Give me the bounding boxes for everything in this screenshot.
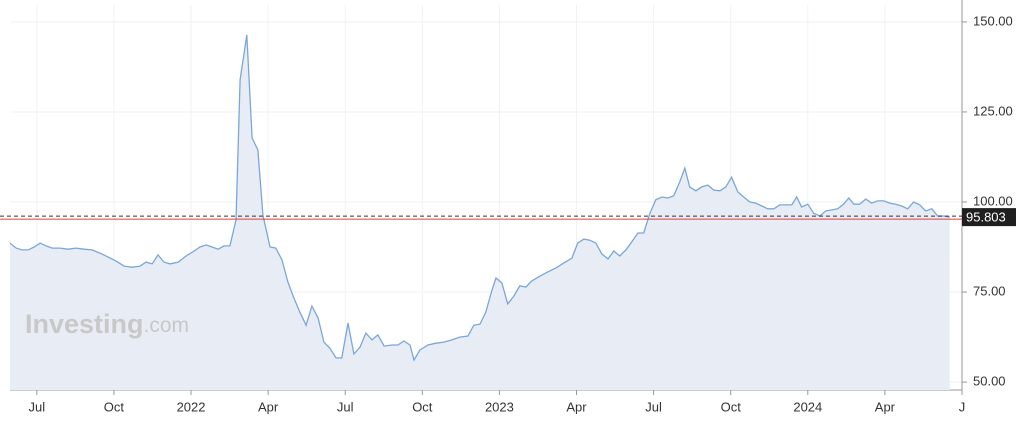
watermark: Investing.com: [25, 309, 189, 339]
y-tick-label: 125.00: [973, 103, 1013, 118]
x-tick-label: Apr: [566, 399, 587, 414]
y-tick-label: 75.00: [973, 283, 1006, 298]
x-tick-label: 2022: [177, 399, 206, 414]
last-price-label: 95.803: [966, 210, 1006, 225]
x-tick-label: Oct: [104, 399, 125, 414]
x-tick-label: Apr: [258, 399, 279, 414]
x-tick-label: Jul: [337, 399, 354, 414]
y-tick-label: 100.00: [973, 193, 1013, 208]
x-tick-label: 2023: [485, 399, 514, 414]
y-tick-label: 150.00: [973, 13, 1013, 28]
x-tick-label: Oct: [412, 399, 433, 414]
x-tick-label: Jul: [29, 399, 46, 414]
x-tick-label: J: [959, 399, 966, 414]
x-tick-label: Apr: [875, 399, 896, 414]
price-line: [9, 34, 950, 362]
y-tick-label: 50.00: [973, 374, 1006, 389]
watermark-suffix: .com: [144, 314, 190, 337]
watermark-brand: Investing: [25, 309, 144, 339]
x-tick-label: 2024: [793, 399, 822, 414]
x-tick-label: Jul: [645, 399, 662, 414]
x-tick-label: Oct: [721, 399, 742, 414]
area-fill: [10, 34, 950, 391]
last-price-box: [962, 208, 1016, 227]
